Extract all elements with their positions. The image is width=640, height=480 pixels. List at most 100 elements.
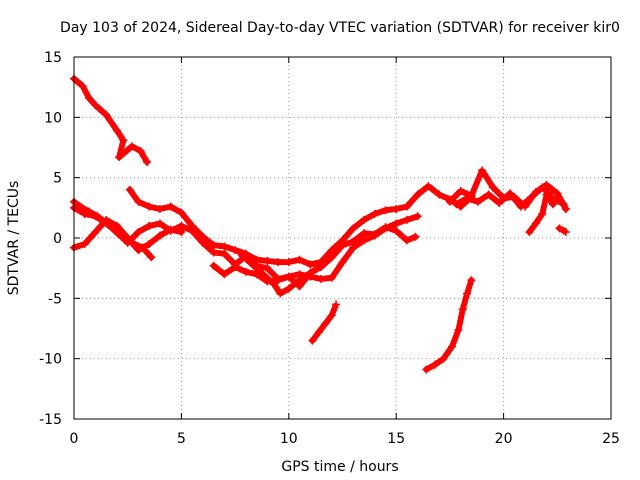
point-arc-2-8 — [147, 253, 156, 262]
point-arc-3-6 — [134, 227, 143, 236]
point-arc-6-9 — [327, 253, 336, 262]
point-arc-5-3 — [155, 205, 164, 214]
point-arc-4-2 — [91, 227, 100, 236]
point-arc-5-1 — [134, 197, 143, 206]
point-arc-13-2 — [561, 227, 570, 236]
point-arc-5-6 — [188, 221, 197, 230]
point-arc-1-10 — [143, 157, 152, 166]
point-arc-12-3 — [542, 190, 551, 199]
point-arc-7-11 — [327, 273, 336, 282]
point-arc-5-27 — [413, 190, 422, 199]
point-arc-3-2 — [91, 212, 100, 221]
point-arc-6-0 — [237, 250, 246, 259]
point-arc-11-6 — [516, 202, 525, 211]
point-arc-3-13 — [209, 248, 218, 257]
y-tick-label-1: 10 — [44, 110, 62, 126]
point-arc-1-2 — [85, 94, 94, 103]
point-arc-11-8 — [538, 183, 547, 192]
point-arc-7-3 — [241, 267, 250, 276]
point-arc-13-0 — [555, 224, 564, 233]
x-tick-label-4: 20 — [495, 431, 513, 447]
point-arc-3-18 — [263, 264, 272, 273]
point-arc-1-9 — [136, 147, 145, 156]
point-arc-1-3 — [91, 101, 100, 110]
point-arc-5-25 — [392, 205, 401, 214]
series-layer — [70, 74, 570, 374]
point-arc-5-16 — [295, 255, 304, 264]
point-arc-3-7 — [145, 221, 154, 230]
point-arc-4-1 — [80, 240, 89, 249]
point-arc-4-9 — [166, 225, 175, 234]
point-arc-1-5 — [112, 126, 121, 135]
point-arc-5-13 — [263, 256, 272, 265]
point-arc-8-0 — [308, 336, 317, 345]
point-arc-8-2 — [321, 319, 330, 328]
y-tick-label-5: -10 — [39, 352, 62, 368]
point-arc-7-6 — [274, 276, 283, 285]
point-arc-7-0 — [209, 261, 218, 270]
point-arc-7-4 — [252, 270, 261, 279]
point-arc-4-7 — [145, 240, 154, 249]
point-arc-11-1 — [463, 194, 472, 203]
y-tick-label-0: 15 — [44, 50, 62, 66]
point-arc-5-7 — [198, 232, 207, 241]
point-arc-7-14 — [359, 236, 368, 245]
point-arc-1-1 — [78, 81, 87, 90]
x-tick-label-0: 0 — [70, 431, 79, 447]
point-arc-9-2 — [439, 354, 448, 363]
point-arc-1-8 — [127, 142, 136, 151]
point-arc-5-4 — [166, 202, 175, 211]
point-arc-10-10 — [553, 189, 562, 198]
point-arc-7-1 — [220, 270, 229, 279]
point-arc-4-4 — [112, 221, 121, 230]
y-tick-label-4: -5 — [48, 291, 62, 307]
point-arc-1-4 — [102, 110, 111, 119]
point-arc-3-8 — [155, 219, 164, 228]
point-arc-10-11 — [561, 205, 570, 214]
point-arc-5-21 — [349, 224, 358, 233]
point-arc-9-4 — [454, 325, 463, 334]
y-tick-label-3: 0 — [53, 231, 62, 247]
point-arc-4-5 — [123, 234, 132, 242]
point-arc-5-0 — [125, 185, 134, 194]
point-arc-4-3 — [102, 215, 111, 224]
point-arc-11-5 — [506, 189, 515, 198]
point-arc-5-22 — [359, 215, 368, 224]
point-arc-6-15 — [392, 226, 401, 235]
x-tick-label-5: 25 — [602, 431, 620, 447]
point-arc-9-7 — [467, 276, 476, 285]
point-arc-7-12 — [338, 258, 347, 267]
point-arc-3-1 — [80, 209, 89, 218]
point-arc-3-14 — [220, 249, 229, 258]
point-arc-5-28 — [424, 182, 433, 191]
point-arc-4-10 — [177, 227, 186, 236]
point-arc-7-10 — [317, 275, 326, 284]
point-arc-10-4 — [488, 183, 497, 192]
point-arc-5-24 — [381, 206, 390, 215]
point-arc-9-0 — [422, 365, 431, 374]
point-arc-7-15 — [370, 231, 379, 240]
point-arc-4-8 — [155, 231, 164, 240]
point-arc-11-4 — [495, 199, 504, 208]
point-arc-6-5 — [284, 284, 293, 293]
point-arc-7-9 — [306, 272, 315, 281]
point-arc-5-17 — [306, 260, 315, 269]
series-arc-8 — [309, 301, 340, 344]
y-axis-title: SDTVAR / TECUs — [6, 181, 22, 296]
point-arc-5-15 — [284, 258, 293, 267]
x-tick-label-3: 15 — [387, 431, 405, 447]
point-arc-5-12 — [252, 255, 261, 264]
tick-layer: 0 5 10 15 20 25 15 10 5 0 -5 -10 -15 — [39, 50, 620, 447]
point-arc-7-2 — [231, 262, 240, 271]
x-tick-label-1: 5 — [177, 431, 186, 447]
point-arc-1-6 — [119, 136, 128, 145]
point-arc-5-8 — [209, 241, 218, 250]
point-arc-6-8 — [317, 262, 326, 271]
point-arc-6-16 — [402, 236, 411, 245]
point-arc-5-2 — [145, 202, 154, 211]
point-arc-6-4 — [276, 289, 285, 298]
point-arc-6-17 — [411, 232, 420, 241]
x-axis-title: GPS time / hours — [281, 459, 398, 475]
point-arc-9-1 — [430, 360, 439, 369]
chart-title: Day 103 of 2024, Sidereal Day-to-day VTE… — [60, 20, 620, 36]
